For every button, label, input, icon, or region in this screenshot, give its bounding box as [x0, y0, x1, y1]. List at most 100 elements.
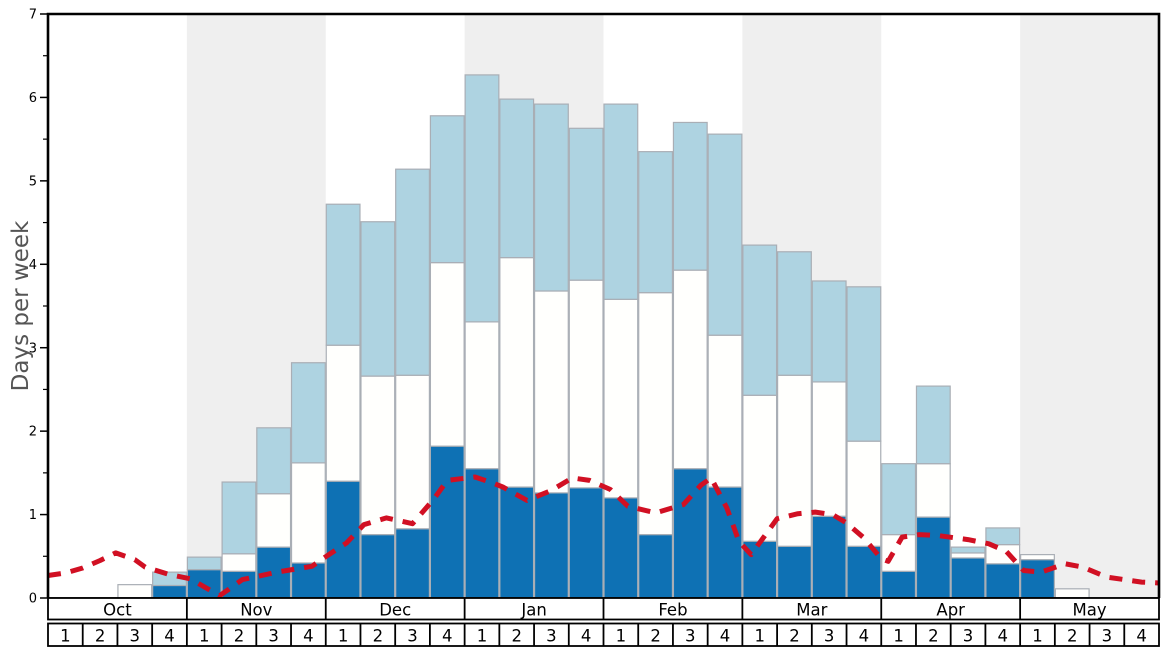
week-label: 4: [303, 627, 314, 646]
axes-layer: 0 1 2 3 4 5 6 7 Oct Nov Dec Jan Feb Mar Apr May 1 2 3 4 1 2 3 4…: [29, 8, 1161, 647]
bar-light-blue-top-segment: [499, 98, 535, 259]
week-label: 1: [893, 627, 904, 646]
bar-white-middle-segment: [881, 533, 917, 572]
bar-light-blue-top-segment: [915, 385, 951, 465]
bar-light-blue-top-segment: [186, 556, 222, 571]
week-label: 2: [928, 627, 939, 646]
month-label: Jan: [520, 601, 546, 620]
week-label: 1: [616, 627, 627, 646]
week-label: 1: [199, 627, 210, 646]
y-axis-tick-label: 4: [29, 258, 37, 273]
bar-light-blue-top-segment: [429, 115, 465, 264]
bar-white-middle-segment: [395, 374, 431, 530]
bar-white-middle-segment: [638, 292, 674, 536]
week-label: 1: [477, 627, 488, 646]
week-label: 3: [963, 627, 974, 646]
week-label: 2: [373, 627, 384, 646]
bar-light-blue-top-segment: [985, 527, 1021, 546]
bar-white-middle-segment: [1054, 588, 1090, 599]
bar-white-middle-segment: [325, 344, 361, 482]
month-label: Nov: [240, 601, 272, 620]
bar-white-middle-segment: [499, 257, 535, 488]
week-label: 2: [1067, 627, 1078, 646]
week-label: 4: [442, 627, 453, 646]
bar-dark-blue-bottom-segment: [429, 445, 465, 599]
month-shading-stripe: [1020, 13, 1159, 598]
bar-light-blue-top-segment: [603, 103, 639, 300]
bar-dark-blue-bottom-segment: [672, 468, 708, 599]
week-label: 3: [546, 627, 557, 646]
bar-dark-blue-bottom-segment: [395, 528, 431, 599]
bar-white-middle-segment: [533, 290, 569, 494]
week-label: 4: [164, 627, 175, 646]
week-label: 3: [1102, 627, 1113, 646]
bar-light-blue-top-segment: [950, 546, 986, 554]
y-axis-tick-label: 3: [29, 341, 37, 356]
bar-white-middle-segment: [221, 553, 257, 572]
month-label: May: [1073, 601, 1107, 620]
y-axis-tick-label: 1: [29, 508, 37, 523]
bar-light-blue-top-segment: [221, 481, 257, 555]
red-dashed-line: [47, 474, 1160, 598]
bar-dark-blue-bottom-segment: [985, 563, 1021, 599]
bar-light-blue-top-segment: [395, 168, 431, 376]
week-label: 2: [95, 627, 106, 646]
month-label: Apr: [936, 601, 965, 620]
bar-light-blue-top-segment: [533, 103, 569, 292]
month-label: Mar: [796, 601, 827, 620]
week-label: 3: [824, 627, 835, 646]
month-label: Oct: [103, 601, 132, 620]
bar-dark-blue-bottom-segment: [533, 492, 569, 599]
bar-white-middle-segment: [290, 462, 326, 564]
bar-white-middle-segment: [672, 269, 708, 470]
y-axis-tick-label: 5: [29, 174, 37, 189]
bar-dark-blue-bottom-segment: [881, 570, 917, 599]
bar-dark-blue-bottom-segment: [638, 533, 674, 599]
week-label: 2: [650, 627, 661, 646]
bar-dark-blue-bottom-segment: [499, 486, 535, 599]
bar-white-middle-segment: [707, 334, 743, 488]
bar-white-middle-segment: [603, 298, 639, 499]
month-label: Dec: [379, 601, 411, 620]
bar-light-blue-top-segment: [325, 203, 361, 346]
bar-light-blue-top-segment: [846, 286, 882, 442]
bar-dark-blue-bottom-segment: [568, 487, 604, 599]
week-label: 4: [998, 627, 1009, 646]
bar-light-blue-top-segment: [881, 463, 917, 536]
week-label: 1: [338, 627, 349, 646]
bar-white-middle-segment: [256, 493, 292, 548]
bar-white-middle-segment: [950, 552, 986, 559]
bar-dark-blue-bottom-segment: [811, 515, 847, 599]
bar-white-middle-segment: [742, 394, 778, 542]
week-label: 4: [581, 627, 592, 646]
bar-white-middle-segment: [915, 463, 951, 518]
bar-white-middle-segment: [811, 381, 847, 517]
week-label: 3: [130, 627, 141, 646]
week-label: 3: [268, 627, 279, 646]
week-label: 1: [1032, 627, 1043, 646]
bars-layer: [117, 74, 1090, 599]
bar-dark-blue-bottom-segment: [186, 569, 222, 599]
y-axis-title: Days per week: [8, 220, 34, 391]
bar-light-blue-top-segment: [742, 244, 778, 396]
bar-light-blue-top-segment: [568, 127, 604, 281]
bar-white-middle-segment: [360, 375, 396, 536]
bar-dark-blue-bottom-segment: [152, 584, 187, 599]
bar-light-blue-top-segment: [360, 221, 396, 377]
bar-light-blue-top-segment: [811, 280, 847, 383]
bar-light-blue-top-segment: [256, 427, 292, 495]
bar-white-middle-segment: [429, 262, 465, 447]
bar-light-blue-top-segment: [776, 251, 812, 376]
y-axis-tick-label: 6: [29, 91, 37, 106]
y-axis-tick-label: 7: [29, 8, 37, 23]
week-label: 1: [60, 627, 71, 646]
y-axis-tick-label: 2: [29, 425, 37, 440]
week-label: 4: [859, 627, 870, 646]
bar-dark-blue-bottom-segment: [915, 516, 951, 599]
week-label: 2: [234, 627, 245, 646]
week-label: 3: [685, 627, 696, 646]
week-label: 4: [1136, 627, 1147, 646]
week-label: 2: [789, 627, 800, 646]
